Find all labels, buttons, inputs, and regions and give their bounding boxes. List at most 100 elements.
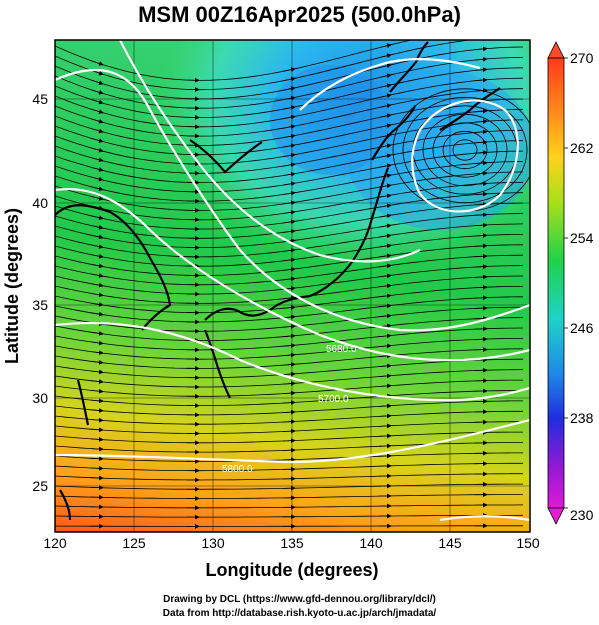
- wind-arrow: [282, 428, 296, 434]
- contour-label-5700: 5700.0: [318, 394, 349, 405]
- wind-arrow: [90, 446, 104, 452]
- wind-arrow: [474, 316, 488, 321]
- colorbar-min-arrow: [547, 507, 565, 525]
- colorbar: 270 262 254 246 238 230: [547, 41, 594, 525]
- wind-arrow: [90, 186, 104, 192]
- wind-arrow: [474, 56, 488, 62]
- wind-arrow: [474, 191, 488, 197]
- x-tick-150: 150: [516, 535, 540, 551]
- wind-arrow: [474, 253, 488, 259]
- wind-arrow: [474, 233, 488, 238]
- colorbar-label-270: 270: [570, 50, 594, 66]
- wind-arrow: [378, 303, 392, 309]
- wind-arrow: [378, 93, 392, 99]
- wind-arrow: [378, 293, 392, 299]
- wind-arrow: [90, 99, 104, 105]
- wind-arrow: [474, 46, 488, 52]
- wind-arrow: [90, 234, 104, 240]
- wind-arrow: [378, 313, 392, 319]
- x-axis-label: Longitude (degrees): [205, 560, 378, 580]
- wind-arrow: [90, 350, 104, 356]
- wind-arrow: [378, 423, 392, 429]
- wind-arrow: [475, 28, 487, 29]
- plot-frame: [54, 39, 531, 533]
- wind-arrow: [378, 43, 392, 49]
- wind-arrow: [282, 305, 296, 310]
- wind-arrow: [378, 433, 392, 439]
- wind-arrow: [378, 383, 392, 389]
- wind-arrow: [282, 152, 296, 158]
- colorbar-label-238: 238: [570, 410, 594, 426]
- wind-arrow: [90, 244, 104, 249]
- low-pressure-circulation: [442, 130, 488, 170]
- wind-arrow: [90, 224, 104, 230]
- colorbar-label-262: 262: [570, 140, 594, 156]
- wind-arrow: [282, 362, 296, 367]
- contour-label-5680: 5680.0: [326, 344, 357, 355]
- wind-arrow: [474, 305, 488, 311]
- wind-arrow: [90, 157, 104, 163]
- wind-arrow: [282, 200, 296, 206]
- wind-arrow: [90, 408, 104, 413]
- wind-arrow: [282, 400, 296, 406]
- wind-arrow: [90, 417, 104, 423]
- wind-arrow: [378, 333, 392, 339]
- wind-arrow: [378, 273, 392, 279]
- wind-arrow: [282, 190, 296, 196]
- wind-arrow: [90, 456, 104, 462]
- wind-arrow: [282, 419, 296, 425]
- wind-arrow: [474, 212, 488, 218]
- colorbar-max-arrow: [547, 41, 565, 59]
- y-tick-40: 40: [32, 195, 48, 211]
- wind-arrow: [282, 219, 296, 225]
- wind-arrow: [474, 77, 488, 83]
- y-tick-25: 25: [32, 478, 48, 494]
- wind-arrow: [282, 133, 296, 139]
- y-axis-label: Latitude (degrees): [2, 208, 22, 364]
- wind-arrow: [90, 196, 104, 201]
- wind-arrow: [474, 108, 488, 114]
- wind-arrow: [282, 295, 296, 301]
- wind-arrow: [378, 193, 392, 199]
- wind-arrow: [90, 118, 104, 124]
- wind-arrow: [378, 253, 392, 259]
- wind-arrow: [378, 163, 392, 169]
- wind-arrow: [90, 369, 104, 375]
- wind-arrow: [90, 302, 104, 307]
- wind-arrow: [90, 388, 104, 394]
- wind-arrow: [378, 233, 392, 239]
- wind-arrow: [282, 276, 296, 282]
- wind-arrow: [282, 314, 296, 320]
- wind-arrow: [90, 89, 104, 95]
- wind-arrow: [378, 103, 392, 109]
- wind-arrow: [282, 343, 296, 348]
- page-title: MSM 00Z16Apr2025 (500.0hPa): [138, 2, 461, 27]
- wind-arrow: [90, 137, 104, 143]
- colorbar-label-230: 230: [570, 507, 594, 523]
- wind-arrow: [474, 150, 488, 155]
- wind-arrow: [474, 222, 488, 228]
- coastlines: [55, 41, 501, 521]
- wind-arrow: [378, 343, 392, 349]
- wind-arrow: [90, 128, 104, 134]
- low-pressure-circulation: [402, 96, 528, 204]
- contour-labels: 5700.0 5800.0 5680.0: [222, 344, 357, 475]
- wind-arrow: [378, 283, 392, 289]
- wind-arrow: [378, 443, 392, 449]
- wind-arrow: [378, 213, 392, 219]
- wind-arrow: [378, 223, 392, 229]
- wind-arrow: [90, 215, 104, 220]
- credit-data: Data from http://database.rish.kyoto-u.a…: [162, 608, 437, 619]
- y-tick-35: 35: [32, 297, 48, 313]
- wind-arrow: [378, 203, 392, 209]
- wind-arrow: [90, 398, 104, 404]
- wind-arrow: [378, 243, 392, 249]
- x-tick-130: 130: [201, 535, 225, 551]
- credit-drawing: Drawing by DCL (https://www.gfd-dennou.o…: [163, 594, 436, 605]
- x-tick-145: 145: [438, 535, 462, 551]
- wind-arrow: [378, 263, 392, 269]
- wind-arrow: [282, 381, 296, 386]
- wind-arrow: [282, 114, 296, 120]
- x-tick-120: 120: [43, 535, 67, 551]
